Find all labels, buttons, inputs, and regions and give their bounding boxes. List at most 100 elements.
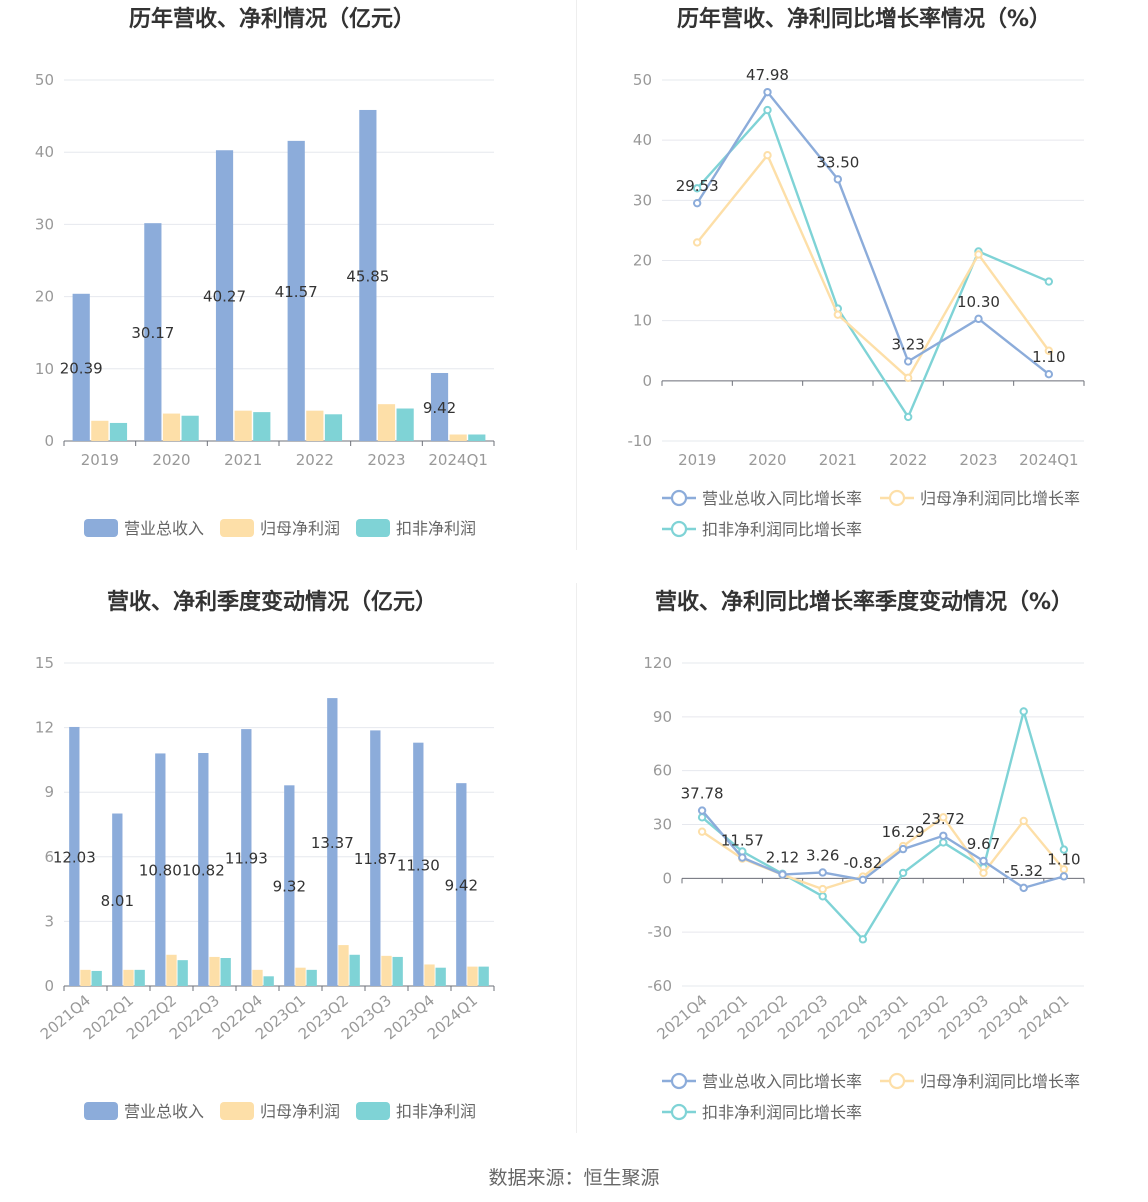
legend-swatch [220,519,254,537]
bar [467,966,478,986]
bar [252,969,263,986]
data-point [939,831,948,840]
bar [209,956,220,986]
legend-label: 营业总收入同比增长率 [702,1072,862,1091]
x-tick-label: 2023 [959,451,997,469]
chart-svg: 营收、净利同比增长率季度变动情况（%）-60-3003060901202021Q… [643,589,1085,1122]
legend-item[interactable]: 归母净利润同比增长率 [880,1072,1080,1091]
legend-label: 归母净利润 [260,1102,340,1121]
bar [287,140,305,441]
y-tick-label: -60 [648,977,673,995]
data-point [692,238,702,247]
data-label: 13.37 [311,834,354,852]
data-point [692,184,702,193]
data-point [833,310,843,319]
quarterly-revenue-profit-chart: 营收、净利季度变动情况（亿元） 0 3 6 9 12 15 2021Q4 2022Q1 2022Q… [0,583,574,1158]
data-point [818,884,827,894]
legend-item[interactable]: 扣非净利润同比增长率 [662,520,862,539]
data-label: 3.26 [806,846,839,864]
data-label: 9.42 [445,877,478,895]
data-point [939,838,948,847]
data-label: 20.39 [60,359,103,377]
data-point [1059,872,1069,881]
bar [198,753,209,986]
data-point [833,175,843,184]
bar [430,372,449,441]
data-point [1019,816,1028,826]
bar [162,413,181,441]
data-label: 41.57 [275,283,318,301]
bar [181,415,199,441]
legend-item[interactable]: 归母净利润 [220,519,340,538]
legend-item[interactable]: 营业总收入 [84,1102,204,1121]
bar [134,969,145,986]
bar [295,967,306,986]
data-label: 37.78 [681,785,724,803]
bar [456,783,467,986]
bar [449,434,467,441]
data-source: 数据来源：恒生聚源 [488,1167,660,1189]
bar [91,420,109,441]
legend-item[interactable]: 归母净利润同比增长率 [880,489,1080,508]
bar [377,404,396,441]
legend-marker-icon [888,1072,906,1090]
bar [72,293,90,441]
vertical-divider-lower [576,583,577,1133]
data-label: 12.03 [53,848,96,866]
data-point [1044,346,1054,355]
legend-item[interactable]: 营业总收入同比增长率 [662,489,862,508]
y-tick-label: 30 [653,816,672,834]
data-point [818,892,827,901]
bar [306,410,324,441]
chart-title: 历年营收、净利情况（亿元） [129,6,415,32]
bar [177,960,188,986]
x-tick-label: 2020 [152,451,190,469]
data-point [1019,883,1028,893]
bar [69,726,80,986]
data-label: 3.23 [891,335,924,353]
bar [91,970,102,986]
y-tick-label: 40 [35,143,54,161]
data-label: 10.82 [182,862,225,880]
legend-swatch [84,1102,118,1120]
data-label: 11.57 [721,832,764,850]
x-tick-label: 2021 [819,451,857,469]
legend-item[interactable]: 扣非净利润同比增长率 [662,1103,862,1122]
legend-item[interactable]: 扣非净利润 [356,1102,476,1121]
bar [155,753,166,986]
bar [253,412,271,441]
legend-label: 扣非净利润同比增长率 [702,520,862,539]
data-point [692,198,702,208]
y-tick-label: 20 [35,288,54,306]
y-tick-label: 10 [633,312,652,330]
data-point [898,844,908,854]
data-point [858,935,868,944]
quarterly-growth-rate-chart: 营收、净利同比增长率季度变动情况（%） -60 -30 0 30 60 90 120 2021Q… [574,583,1148,1158]
bar [215,150,234,441]
x-tick-label: 2024Q1 [1019,451,1079,469]
data-point [763,151,772,160]
legend-item[interactable]: 扣非净利润 [356,519,476,538]
x-tick-label: 2023 [367,451,405,469]
data-point [778,870,787,879]
data-point [903,373,913,383]
series-line [701,706,1066,942]
data-label: 23.72 [922,810,965,828]
data-point [939,813,948,822]
bar [123,969,134,986]
legend-item[interactable]: 归母净利润 [220,1102,340,1121]
data-label: 9.42 [423,399,456,417]
chart-svg: 历年营收、净利同比增长率情况（%） -10 0 10 20 30 40 50 2019 2020 2… [628,6,1085,539]
x-tick-label: 2020 [748,451,786,469]
bar [306,969,317,986]
bar [112,813,123,986]
legend-item[interactable]: 营业总收入 [84,519,204,538]
bar [220,958,231,986]
x-tick-label: 2022 [296,451,334,469]
legend-item[interactable]: 营业总收入同比增长率 [662,1072,862,1091]
data-point [858,875,868,885]
legend-label: 扣非净利润 [396,519,476,538]
legend-label: 营业总收入同比增长率 [702,489,862,508]
data-label: 1.10 [1047,850,1080,868]
bar [413,742,424,986]
